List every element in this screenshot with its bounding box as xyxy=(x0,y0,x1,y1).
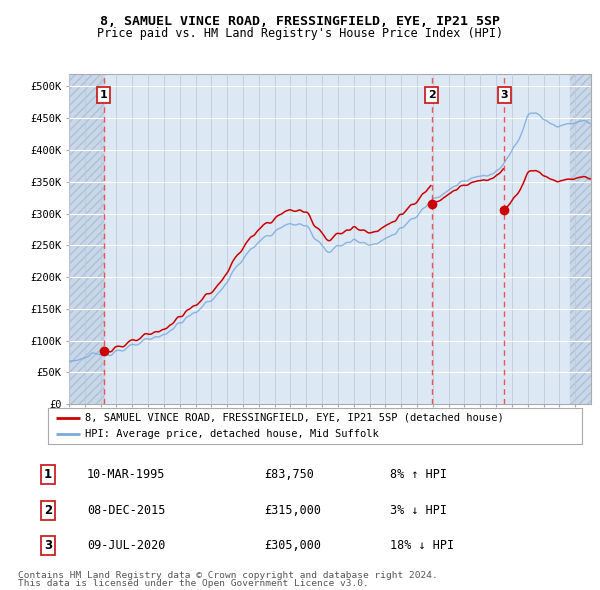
Text: 8, SAMUEL VINCE ROAD, FRESSINGFIELD, EYE, IP21 5SP: 8, SAMUEL VINCE ROAD, FRESSINGFIELD, EYE… xyxy=(100,15,500,28)
Text: 1: 1 xyxy=(44,468,52,481)
Text: 2: 2 xyxy=(44,504,52,517)
Text: 3: 3 xyxy=(44,539,52,552)
Text: 3% ↓ HPI: 3% ↓ HPI xyxy=(390,504,447,517)
Text: £315,000: £315,000 xyxy=(264,504,321,517)
Text: 8, SAMUEL VINCE ROAD, FRESSINGFIELD, EYE, IP21 5SP (detached house): 8, SAMUEL VINCE ROAD, FRESSINGFIELD, EYE… xyxy=(85,413,504,423)
Text: 3: 3 xyxy=(500,90,508,100)
Text: 8% ↑ HPI: 8% ↑ HPI xyxy=(390,468,447,481)
Text: 1: 1 xyxy=(100,90,107,100)
Text: 09-JUL-2020: 09-JUL-2020 xyxy=(87,539,166,552)
Text: Price paid vs. HM Land Registry's House Price Index (HPI): Price paid vs. HM Land Registry's House … xyxy=(97,27,503,40)
Text: 10-MAR-1995: 10-MAR-1995 xyxy=(87,468,166,481)
Text: This data is licensed under the Open Government Licence v3.0.: This data is licensed under the Open Gov… xyxy=(18,579,369,588)
Text: 18% ↓ HPI: 18% ↓ HPI xyxy=(390,539,454,552)
Text: 2: 2 xyxy=(428,90,436,100)
Text: Contains HM Land Registry data © Crown copyright and database right 2024.: Contains HM Land Registry data © Crown c… xyxy=(18,571,438,579)
Text: £83,750: £83,750 xyxy=(264,468,314,481)
Text: HPI: Average price, detached house, Mid Suffolk: HPI: Average price, detached house, Mid … xyxy=(85,429,379,439)
Text: £305,000: £305,000 xyxy=(264,539,321,552)
Text: 08-DEC-2015: 08-DEC-2015 xyxy=(87,504,166,517)
